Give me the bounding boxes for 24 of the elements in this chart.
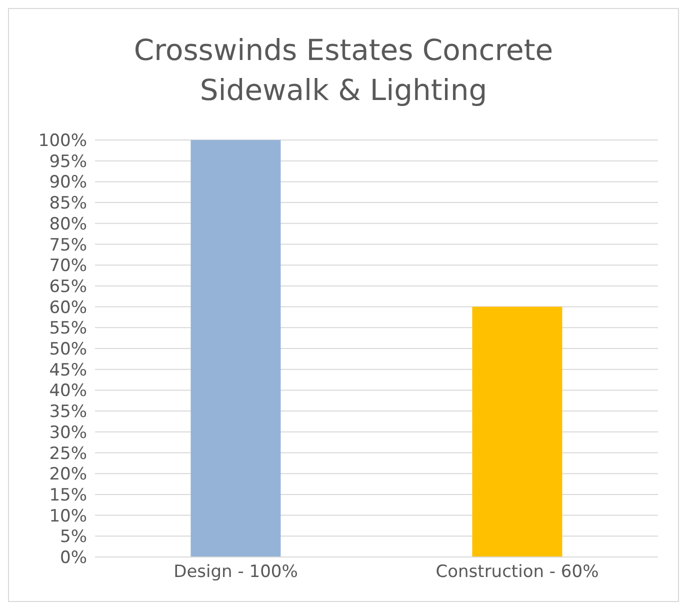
y-tick-label: 75% [49, 235, 87, 256]
chart-title: Crosswinds Estates Concrete Sidewalk & Lighting [134, 32, 554, 109]
y-tick-label: 85% [49, 194, 87, 214]
y-tick-label: 10% [49, 506, 87, 526]
y-tick-label: 25% [49, 444, 87, 464]
y-tick-label: 30% [49, 422, 87, 443]
y-tick-label: 20% [49, 464, 87, 485]
y-tick-label: 35% [49, 402, 87, 422]
y-tick-label: 40% [49, 381, 87, 402]
y-tick-label: 95% [49, 152, 87, 172]
y-tick-label: 0% [60, 548, 87, 568]
x-tick-label: Construction - 60% [436, 562, 599, 582]
y-tick-label: 45% [49, 360, 87, 380]
x-tick-label: Design - 100% [174, 562, 298, 582]
y-tick-label: 100% [38, 131, 87, 152]
y-tick-label: 55% [49, 318, 87, 339]
y-tick-label: 5% [60, 527, 87, 548]
y-tick-label: 15% [49, 485, 87, 506]
y-tick-label: 50% [49, 340, 87, 360]
y-tick-label: 80% [49, 214, 87, 234]
y-tick-label: 70% [49, 256, 87, 276]
y-tick-label: 60% [49, 298, 87, 318]
y-tick-label: 90% [49, 172, 87, 193]
y-tick-label: 65% [49, 276, 87, 297]
